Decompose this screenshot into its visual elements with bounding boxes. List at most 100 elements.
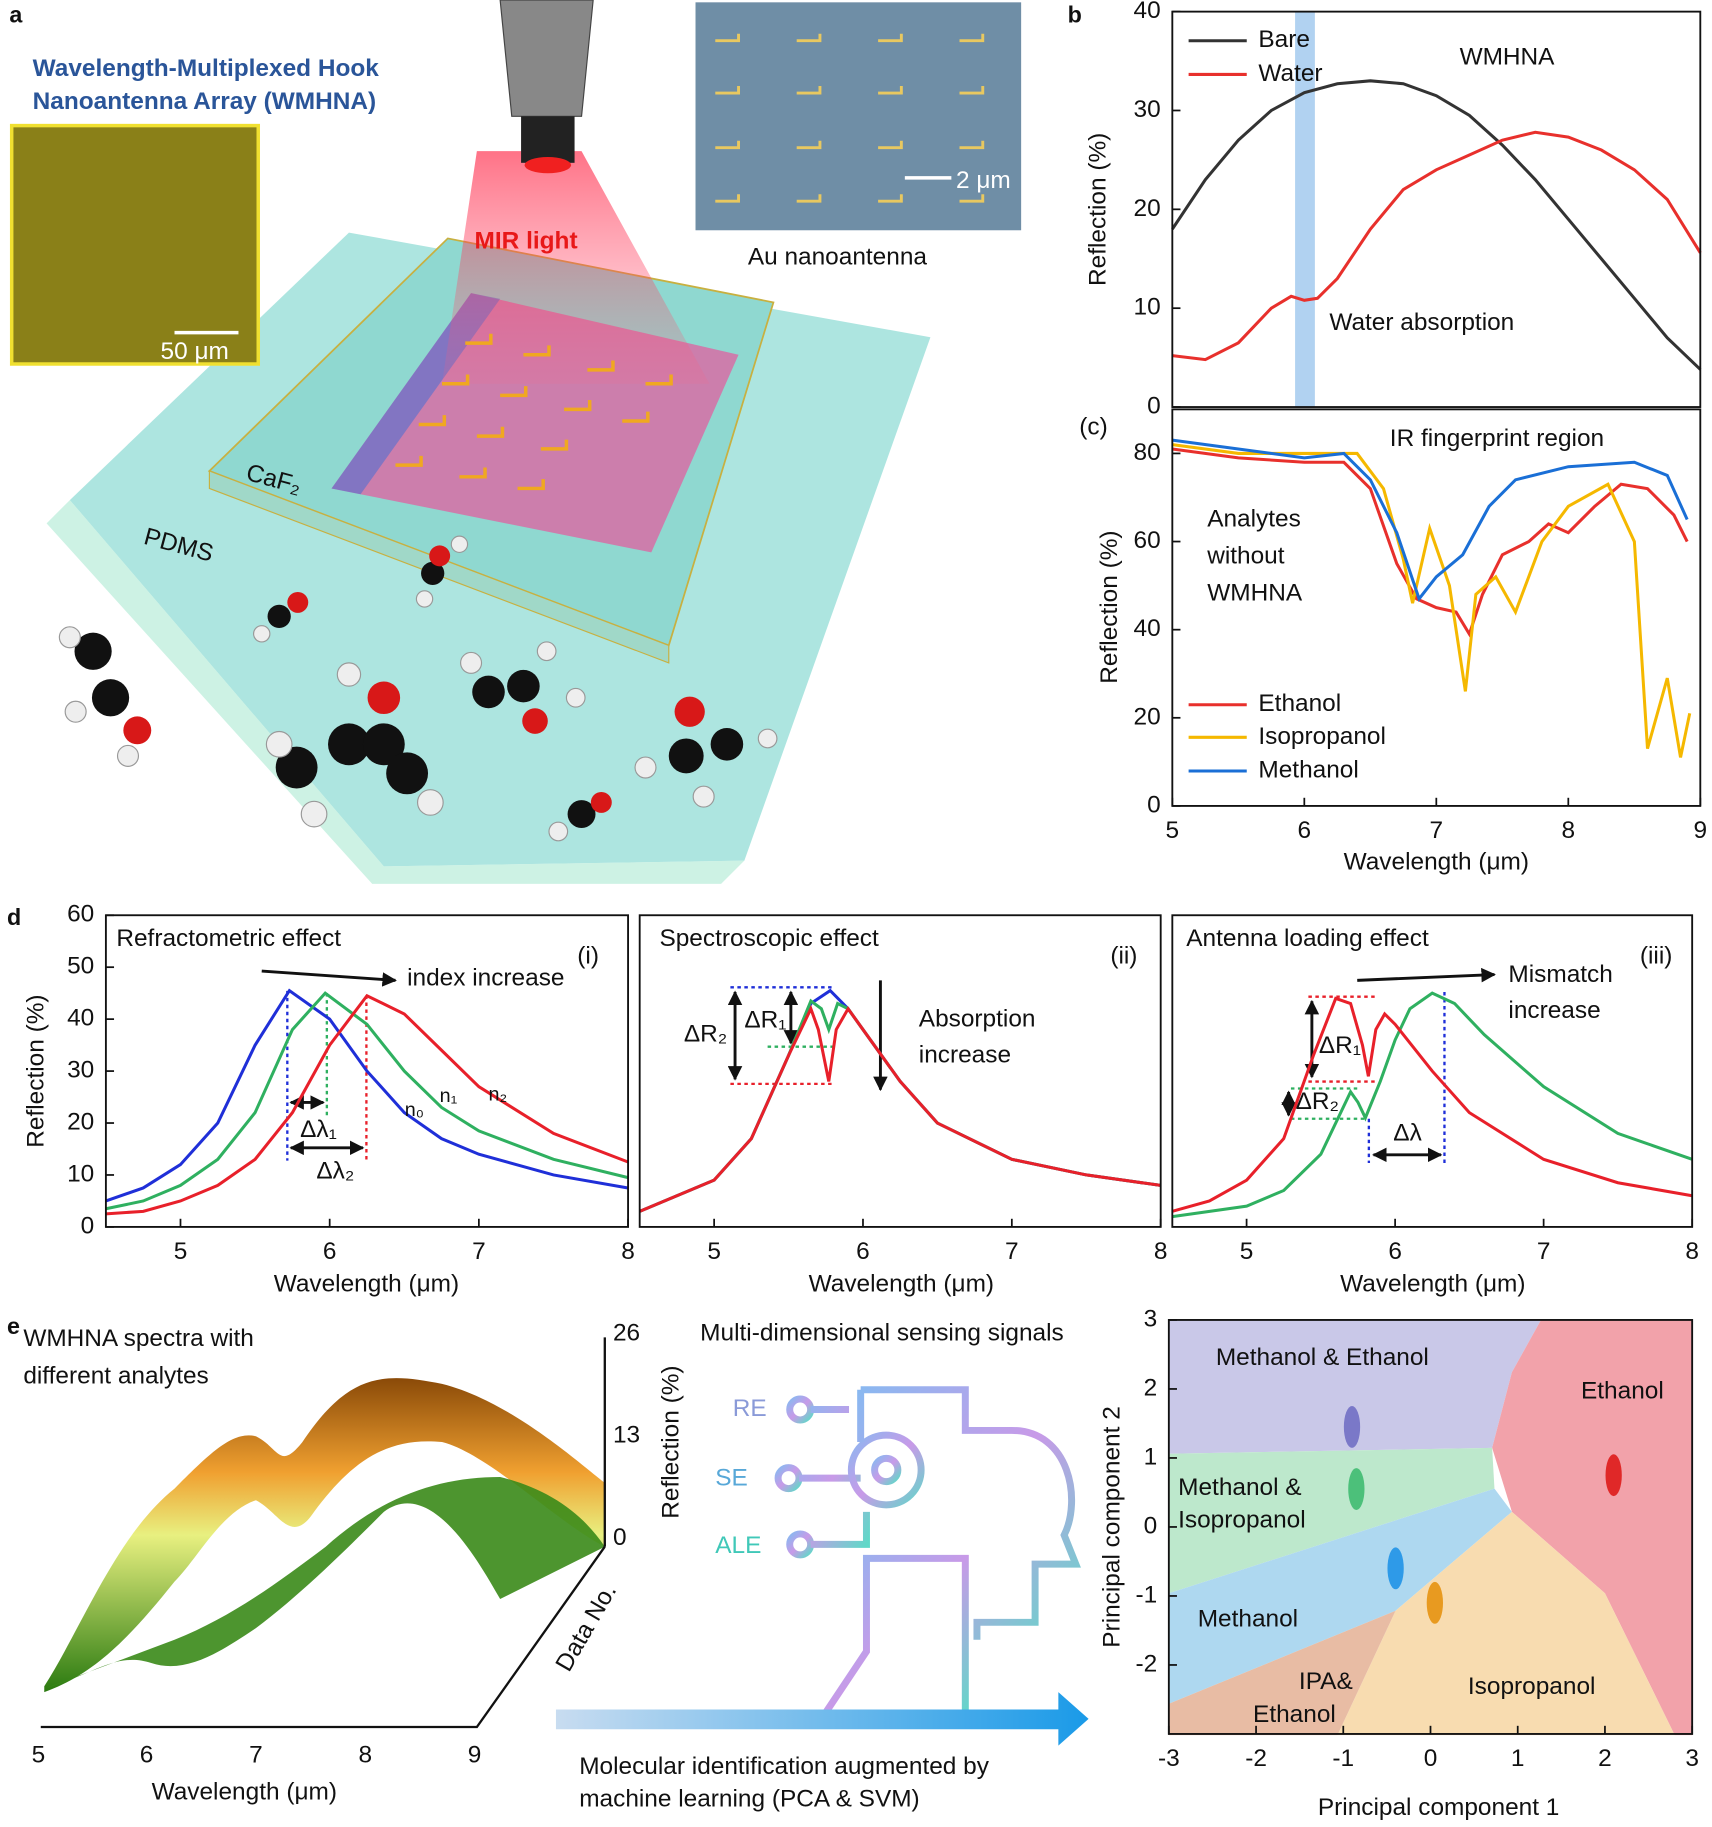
x-tick-label: 6: [856, 1238, 870, 1265]
y-tick-label: 0: [1147, 791, 1161, 818]
x-tick-label: 5: [707, 1238, 721, 1265]
y-tick-label: 10: [1134, 294, 1161, 321]
y-tick-label: 0: [1147, 392, 1161, 419]
annotation: ΔR₁: [1319, 1032, 1361, 1059]
decision-regions: [1168, 1319, 1693, 1736]
annotation: increase: [919, 1041, 1011, 1068]
y-tick-label: 80: [1134, 439, 1161, 466]
x-tick-label: -2: [1245, 1745, 1267, 1772]
x-axis-label: Principal component 1: [1318, 1794, 1559, 1821]
annotation: Ethanol: [1253, 1701, 1336, 1728]
y-tick-label: 20: [1134, 703, 1161, 730]
y-tick-label: 0: [1144, 1512, 1158, 1539]
x-tick-label: 6: [323, 1238, 337, 1265]
annotation: Methanol & Ethanol: [1216, 1344, 1429, 1371]
cluster-point: [1605, 1454, 1622, 1497]
panel-label: (c): [1079, 413, 1107, 440]
y-tick-label: 1: [1144, 1443, 1158, 1470]
annotation: index increase: [407, 965, 564, 992]
line-series: [105, 988, 629, 1203]
annotation: increase: [1508, 997, 1600, 1024]
device-illustration: [9, 0, 1022, 884]
annotation: Δλ₁: [300, 1116, 337, 1143]
annotation: Absorption: [919, 1005, 1036, 1032]
panel-label: a: [9, 1, 23, 27]
y-tick-label: 10: [67, 1160, 94, 1187]
y-axis-label: Reflection (%): [23, 994, 50, 1147]
signal-label: RE: [733, 1395, 767, 1422]
annotation: Ethanol: [1581, 1378, 1664, 1405]
y-tick-label: -2: [1136, 1650, 1158, 1677]
z-axis-label: Reflection (%): [658, 1365, 685, 1518]
caption: Molecular identification augmented by: [579, 1753, 990, 1780]
curve-label: n₀: [405, 1099, 424, 1121]
annotation: Antenna loading effect: [1186, 925, 1429, 952]
annotation: (iii): [1640, 943, 1673, 970]
annotation: Water absorption: [1329, 309, 1514, 336]
x-tick-label: 7: [249, 1742, 263, 1769]
annotation: IR fingerprint region: [1390, 425, 1604, 452]
y-tick-label: 0: [81, 1212, 95, 1239]
curve-label: n₂: [489, 1084, 508, 1106]
line-series: [1172, 438, 1689, 602]
x-axis-label: Wavelength (μm): [274, 1271, 459, 1298]
panel-title: Nanoantenna Array (WMHNA): [33, 88, 377, 115]
y-tick-label: 3: [1144, 1305, 1158, 1332]
cluster-point: [1387, 1547, 1404, 1590]
legend-label: Bare: [1258, 26, 1310, 53]
annotation: (ii): [1110, 943, 1137, 970]
x-tick-label: 8: [1562, 817, 1576, 844]
panel-title: Multi-dimensional sensing signals: [700, 1319, 1064, 1346]
panel-label: e: [7, 1313, 20, 1339]
x-tick-label: 8: [358, 1742, 372, 1769]
beam-label: MIR light: [475, 227, 578, 254]
x-tick-label: 0: [1424, 1745, 1438, 1772]
y-axis-label: Principal component 2: [1098, 1406, 1125, 1648]
x-tick-label: 8: [1154, 1238, 1168, 1265]
annotation: (i): [577, 943, 599, 970]
panel-title: different analytes: [23, 1362, 208, 1389]
scale-bar-label: 50 μm: [161, 338, 229, 365]
x-tick-label: 2: [1598, 1745, 1612, 1772]
annotation: ΔR₂: [684, 1020, 727, 1047]
x-axis-label: Wavelength (μm): [1340, 1271, 1525, 1298]
y-axis-label: Reflection (%): [1096, 530, 1123, 683]
panel-title: WMHNA spectra with: [23, 1325, 254, 1352]
annotation: Mismatch: [1508, 961, 1612, 988]
highlight-band: [1295, 11, 1315, 408]
y-tick-label: 60: [67, 901, 94, 928]
signal-label: ALE: [715, 1532, 761, 1559]
y-tick-label: -1: [1136, 1581, 1158, 1608]
y-tick-label: 40: [1134, 615, 1161, 642]
x-tick-label: 9: [1694, 817, 1708, 844]
panel-title: Wavelength-Multiplexed Hook: [33, 55, 380, 82]
x-tick-label: 6: [1388, 1238, 1402, 1265]
plot-frame: [1171, 408, 1702, 807]
legend-label: Isopropanol: [1258, 723, 1386, 750]
annotation: Δλ₂: [316, 1158, 354, 1185]
x-tick-label: -1: [1332, 1745, 1354, 1772]
line-series: [105, 991, 629, 1211]
x-axis-label: Wavelength (μm): [152, 1779, 337, 1806]
depth-axis-label: Data No.: [551, 1579, 623, 1676]
line-series: [1171, 79, 1702, 371]
x-tick-label: 7: [1430, 817, 1444, 844]
signal-label: SE: [715, 1465, 748, 1492]
x-tick-label: 5: [32, 1742, 46, 1769]
cluster-point: [1343, 1405, 1361, 1448]
spectra-surface: [40, 1337, 606, 1729]
annotation: Isopropanol: [1178, 1507, 1306, 1534]
plot-frame: [104, 914, 629, 1228]
y-tick-label: 40: [1134, 0, 1161, 24]
legend-label: Ethanol: [1258, 690, 1341, 717]
y-tick-label: 20: [67, 1108, 94, 1135]
z-tick-label: 13: [613, 1422, 640, 1449]
x-tick-label: -3: [1158, 1745, 1180, 1772]
flow-arrow: [555, 1692, 1089, 1746]
line-series: [1172, 991, 1693, 1219]
plot-frame: [1171, 914, 1694, 1228]
panel-label: d: [7, 904, 21, 930]
y-tick-label: 30: [67, 1057, 94, 1084]
